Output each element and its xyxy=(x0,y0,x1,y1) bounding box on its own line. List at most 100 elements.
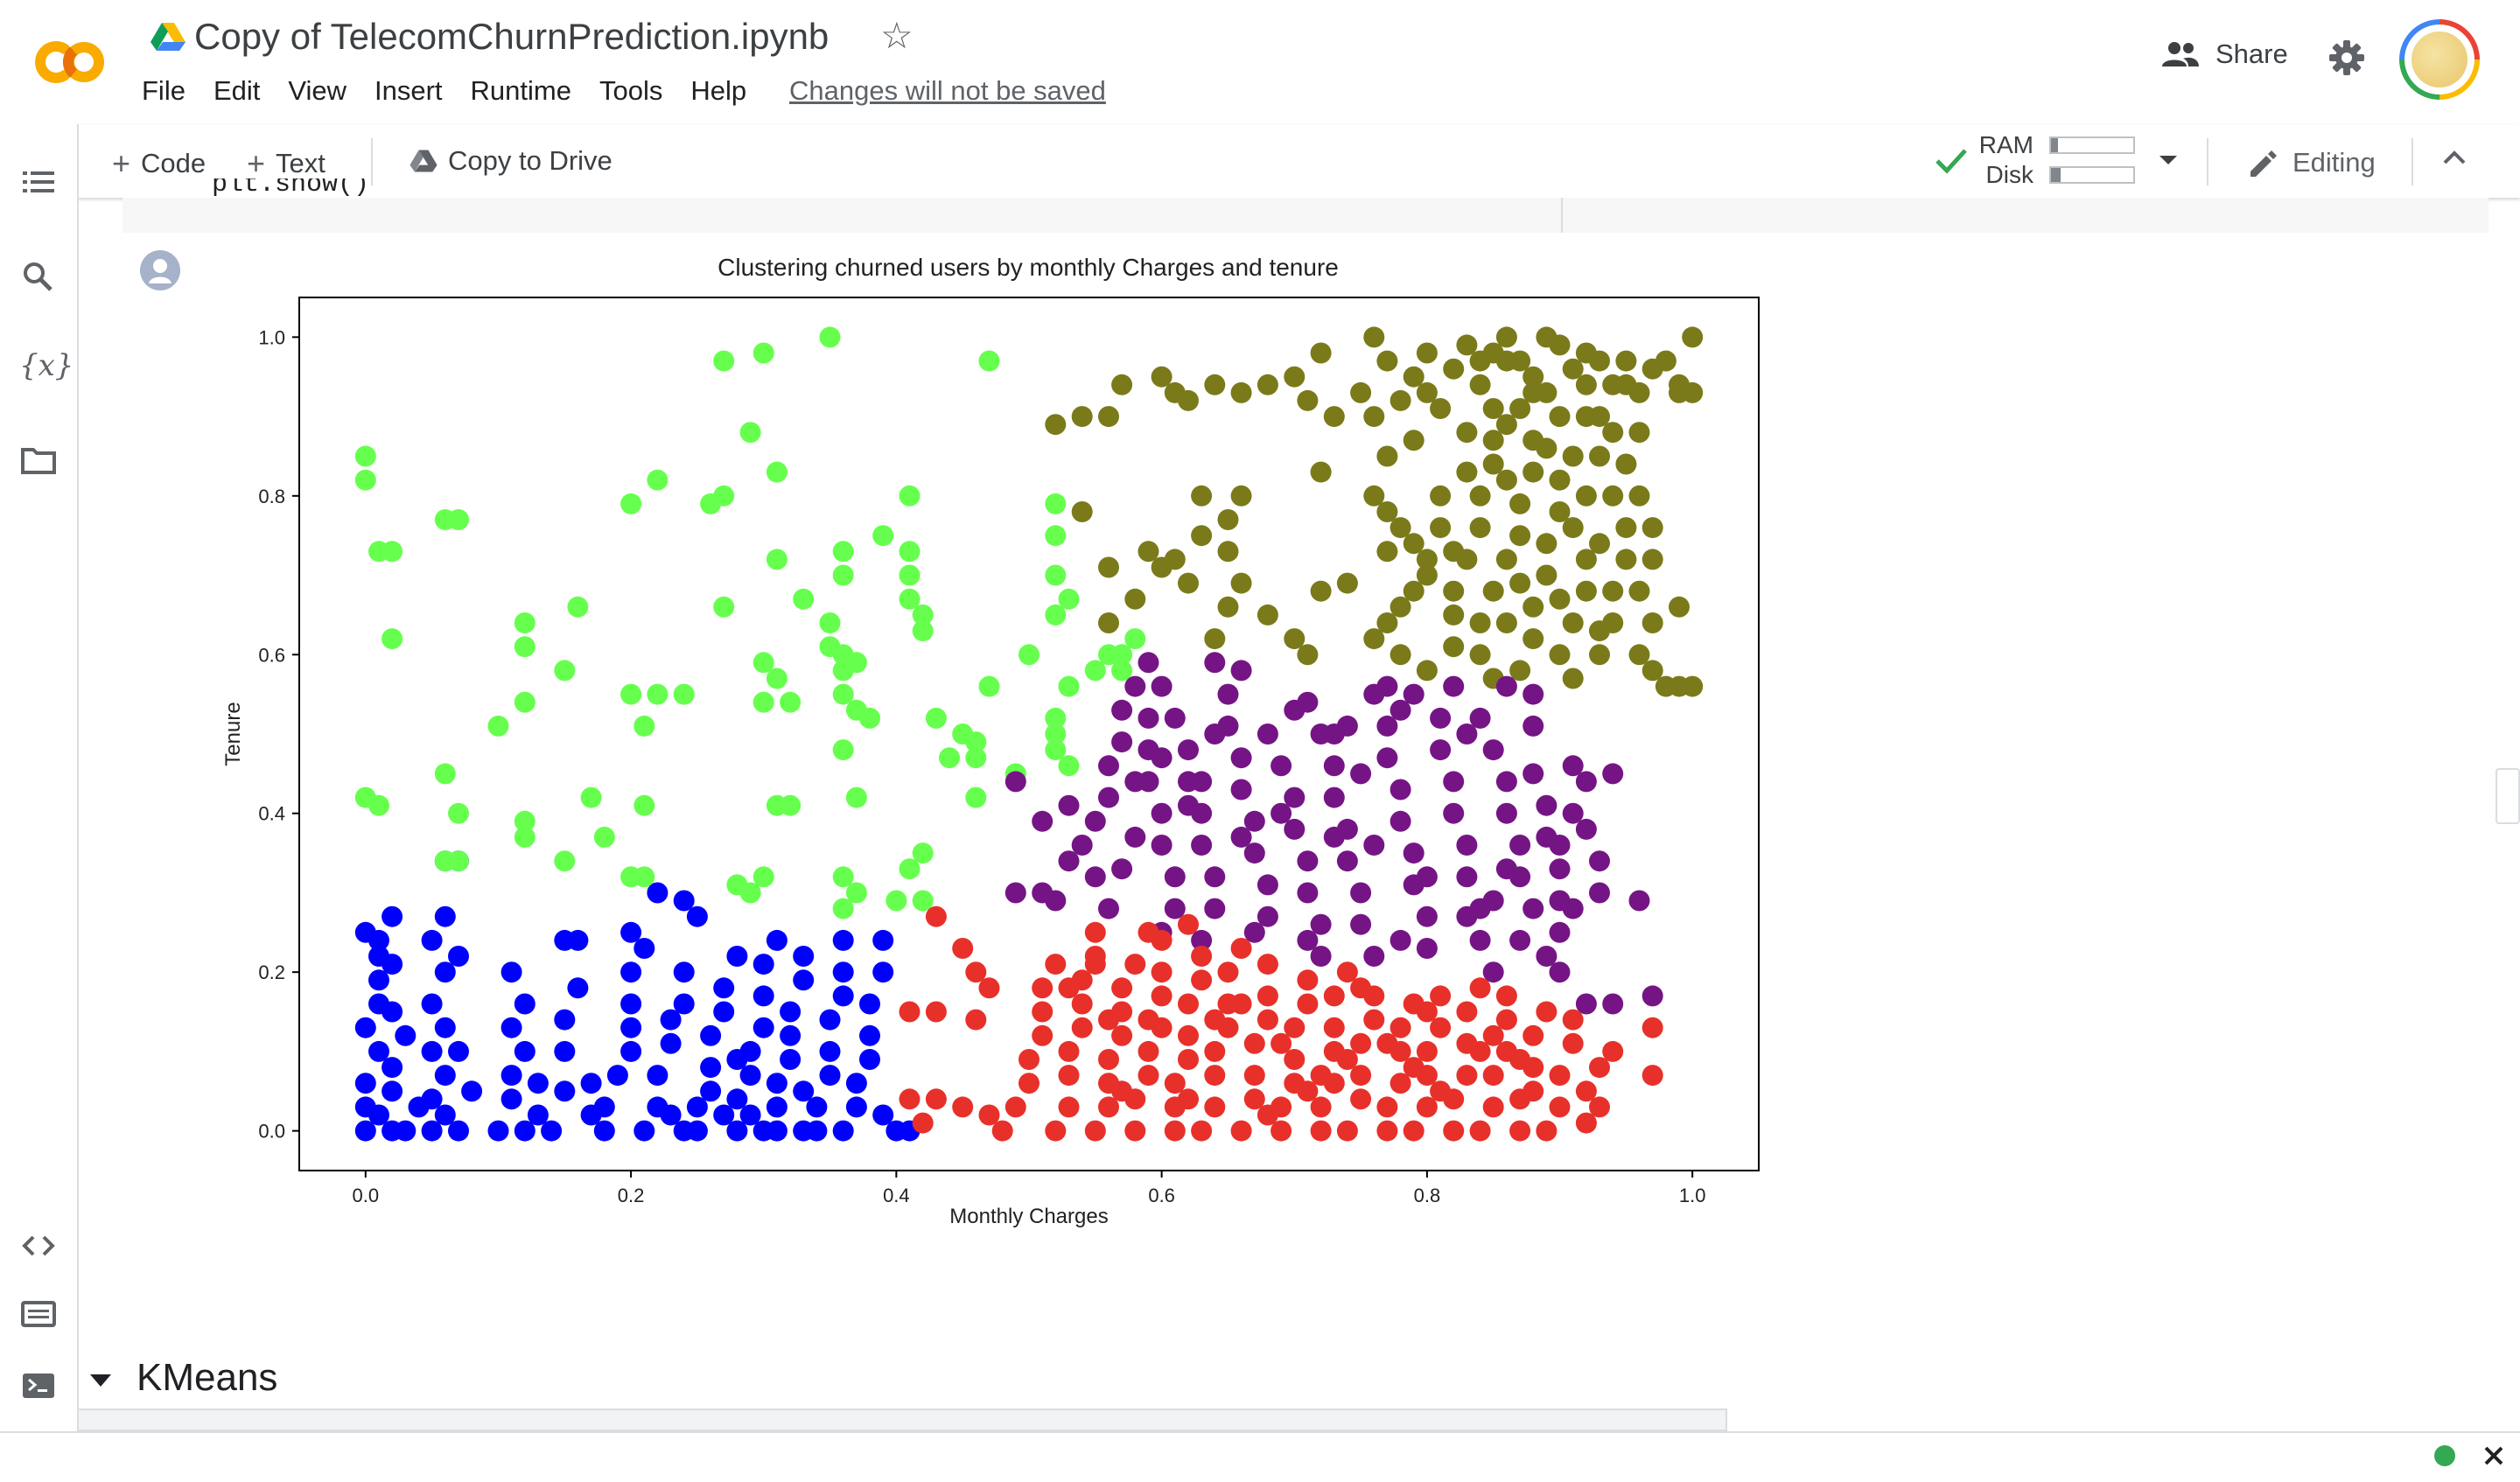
data-point xyxy=(1602,1040,1624,1062)
data-point xyxy=(1416,1096,1438,1118)
gear-icon[interactable] xyxy=(2328,38,2366,81)
data-point xyxy=(500,1088,522,1110)
data-point xyxy=(487,1120,509,1142)
data-point xyxy=(1482,1096,1504,1118)
add-text-button[interactable]: + Text xyxy=(247,145,326,182)
data-point xyxy=(872,1104,894,1126)
menu-insert[interactable]: Insert xyxy=(374,75,443,106)
chevron-up-icon[interactable] xyxy=(2441,149,2468,171)
menu-tools[interactable]: Tools xyxy=(598,75,663,106)
disk-usage-bar[interactable] xyxy=(2049,166,2135,184)
data-point xyxy=(1297,850,1319,872)
data-point xyxy=(1350,763,1372,785)
editing-mode-button[interactable]: Editing xyxy=(2245,145,2376,180)
data-point xyxy=(1164,1073,1186,1094)
menu-edit[interactable]: Edit xyxy=(213,75,261,106)
copy-to-drive-button[interactable]: Copy to Drive xyxy=(410,145,612,177)
data-point xyxy=(354,921,376,943)
menu-file[interactable]: File xyxy=(142,75,186,106)
data-point xyxy=(1004,1096,1026,1118)
data-point xyxy=(1310,461,1332,483)
data-point xyxy=(1204,1040,1226,1062)
data-point xyxy=(1256,1009,1278,1031)
menu-view[interactable]: View xyxy=(288,75,347,106)
data-point xyxy=(634,715,655,737)
data-point xyxy=(899,1001,920,1023)
ticks-layer: 0.0 0.2 0.4 0.6 0.8 1.0 0.0 0.2 0.4 0.6 0.8 1.0 xyxy=(258,326,1705,1206)
ram-usage-bar[interactable] xyxy=(2049,136,2135,154)
section-heading[interactable]: KMeans xyxy=(136,1356,278,1399)
chart-title: Clustering churned users by monthly Char… xyxy=(718,254,1339,281)
colab-logo[interactable] xyxy=(26,31,114,97)
data-point xyxy=(421,1120,443,1142)
data-point xyxy=(845,1073,867,1094)
data-point xyxy=(1297,993,1319,1015)
collapse-section-icon[interactable] xyxy=(88,1372,114,1394)
add-code-button[interactable]: + Code xyxy=(112,145,206,182)
data-point xyxy=(1204,374,1226,395)
data-point xyxy=(354,445,376,467)
data-point xyxy=(832,683,854,705)
data-point xyxy=(1045,739,1067,761)
data-point xyxy=(1443,604,1465,626)
data-point xyxy=(382,1057,403,1079)
folder-icon[interactable] xyxy=(19,444,58,480)
data-point xyxy=(1522,461,1544,483)
data-point xyxy=(1178,1088,1199,1110)
data-point xyxy=(434,961,456,983)
chevron-down-icon[interactable] xyxy=(2158,154,2179,171)
data-point xyxy=(1376,675,1398,697)
data-point xyxy=(1323,1073,1345,1094)
data-point xyxy=(1482,739,1504,761)
data-point xyxy=(1138,541,1159,563)
data-point xyxy=(1098,1009,1119,1031)
data-point xyxy=(527,1104,549,1126)
menu-runtime[interactable]: Runtime xyxy=(470,75,571,106)
vertical-scrollbar-thumb[interactable] xyxy=(2496,768,2520,824)
table-of-contents-icon[interactable] xyxy=(19,166,58,202)
data-point xyxy=(700,1080,722,1102)
data-point xyxy=(1084,810,1106,832)
variables-icon[interactable]: {x} xyxy=(19,348,74,383)
close-icon[interactable] xyxy=(2480,1442,2508,1474)
data-point xyxy=(1111,644,1133,666)
code-snippets-icon[interactable] xyxy=(19,1230,58,1266)
data-point xyxy=(1456,461,1478,483)
command-palette-icon[interactable] xyxy=(19,1298,58,1334)
data-point xyxy=(1456,905,1478,927)
data-point xyxy=(634,866,655,888)
notebook-title[interactable]: Copy of TelecomChurnPrediction.ipynb xyxy=(194,16,830,57)
data-point xyxy=(1482,1024,1504,1046)
data-point xyxy=(1669,381,1690,403)
data-point xyxy=(1469,350,1491,372)
data-point xyxy=(1509,929,1531,951)
code-cell-editor[interactable] xyxy=(122,198,2488,233)
share-button[interactable]: Share xyxy=(2161,38,2288,70)
data-point xyxy=(700,1057,722,1079)
data-point xyxy=(1098,1096,1119,1118)
search-icon[interactable] xyxy=(19,259,58,298)
data-point xyxy=(500,1017,522,1038)
x-tick-label: 0.2 xyxy=(618,1185,645,1206)
unsaved-changes-link[interactable]: Changes will not be saved xyxy=(789,75,1106,106)
data-point xyxy=(1204,724,1226,744)
connection-status-dot[interactable] xyxy=(2434,1445,2455,1466)
data-point xyxy=(500,961,522,983)
data-point xyxy=(1098,898,1119,919)
data-point xyxy=(434,1104,456,1126)
data-point xyxy=(1403,842,1424,864)
data-point xyxy=(382,541,403,563)
data-point xyxy=(965,961,987,983)
data-point xyxy=(1045,564,1067,586)
data-point xyxy=(1469,977,1491,999)
horizontal-scrollbar[interactable] xyxy=(77,1409,1727,1431)
star-icon[interactable]: ☆ xyxy=(880,15,914,56)
data-point xyxy=(1191,969,1213,991)
data-point xyxy=(1495,771,1517,793)
data-point xyxy=(620,921,642,943)
data-point xyxy=(752,691,774,713)
menu-help[interactable]: Help xyxy=(690,75,747,106)
data-point xyxy=(1284,1017,1306,1038)
terminal-icon[interactable] xyxy=(19,1370,58,1406)
data-point xyxy=(872,961,894,983)
